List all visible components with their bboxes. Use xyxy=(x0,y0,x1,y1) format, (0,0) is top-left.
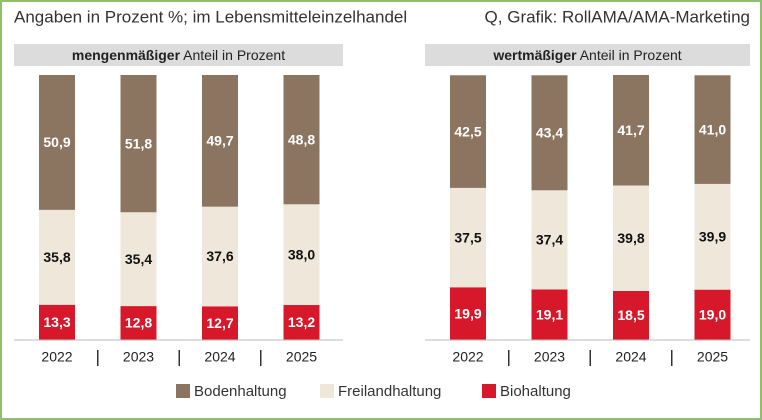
x-tick-label: 2024 xyxy=(615,349,646,365)
source: Q, Grafik: RollAMA/AMA-Marketing xyxy=(485,7,750,26)
legend-swatch xyxy=(176,384,190,398)
value-label: 19,9 xyxy=(454,305,481,321)
value-label: 41,0 xyxy=(699,121,726,137)
value-label: 19,0 xyxy=(699,307,726,323)
panel-title-rest: Anteil in Prozent xyxy=(577,47,682,63)
panel-title: wertmäßiger Anteil in Prozent xyxy=(492,47,681,63)
value-label: 51,8 xyxy=(125,135,152,151)
panel-title: mengenmäßiger Anteil in Prozent xyxy=(72,47,285,63)
value-label: 39,8 xyxy=(617,230,644,246)
x-tick-label: 2025 xyxy=(286,349,317,365)
value-label: 12,7 xyxy=(206,315,233,331)
x-tick-label: 2023 xyxy=(534,349,565,365)
value-label: 49,7 xyxy=(206,133,233,149)
value-label: 35,4 xyxy=(125,251,152,267)
legend-swatch xyxy=(482,384,496,398)
value-label: 37,5 xyxy=(454,229,481,245)
subtitle: Angaben in Prozent %; im Lebensmittelein… xyxy=(14,7,407,26)
x-tick-label: 2022 xyxy=(41,349,72,365)
value-label: 12,8 xyxy=(125,315,152,331)
legend-label: Biohaltung xyxy=(500,383,571,400)
value-label: 37,4 xyxy=(536,232,563,248)
x-tick-label: 2022 xyxy=(452,349,483,365)
value-label: 43,4 xyxy=(536,124,563,140)
panel-title-bold: wertmäßiger xyxy=(492,47,577,63)
value-label: 50,9 xyxy=(43,134,70,150)
value-label: 41,7 xyxy=(617,122,644,138)
value-label: 13,3 xyxy=(43,314,70,330)
panel-title-rest: Anteil in Prozent xyxy=(180,47,285,63)
x-tick-label: 2025 xyxy=(697,349,728,365)
x-tick-label: 2023 xyxy=(123,349,154,365)
value-label: 38,0 xyxy=(288,246,315,262)
x-tick-label: 2024 xyxy=(204,349,235,365)
value-label: 39,9 xyxy=(699,228,726,244)
legend-swatch xyxy=(320,384,334,398)
value-label: 19,1 xyxy=(536,306,563,322)
legend-label: Freilandhaltung xyxy=(338,383,441,400)
legend-label: Bodenhaltung xyxy=(194,383,287,400)
value-label: 42,5 xyxy=(454,123,481,139)
panel-title-bold: mengenmäßiger xyxy=(72,47,181,63)
value-label: 48,8 xyxy=(288,131,315,147)
value-label: 37,6 xyxy=(206,248,233,264)
value-label: 13,2 xyxy=(288,314,315,330)
value-label: 18,5 xyxy=(617,307,644,323)
value-label: 35,8 xyxy=(43,249,70,265)
chart: Angaben in Prozent %; im Lebensmittelein… xyxy=(0,0,762,420)
